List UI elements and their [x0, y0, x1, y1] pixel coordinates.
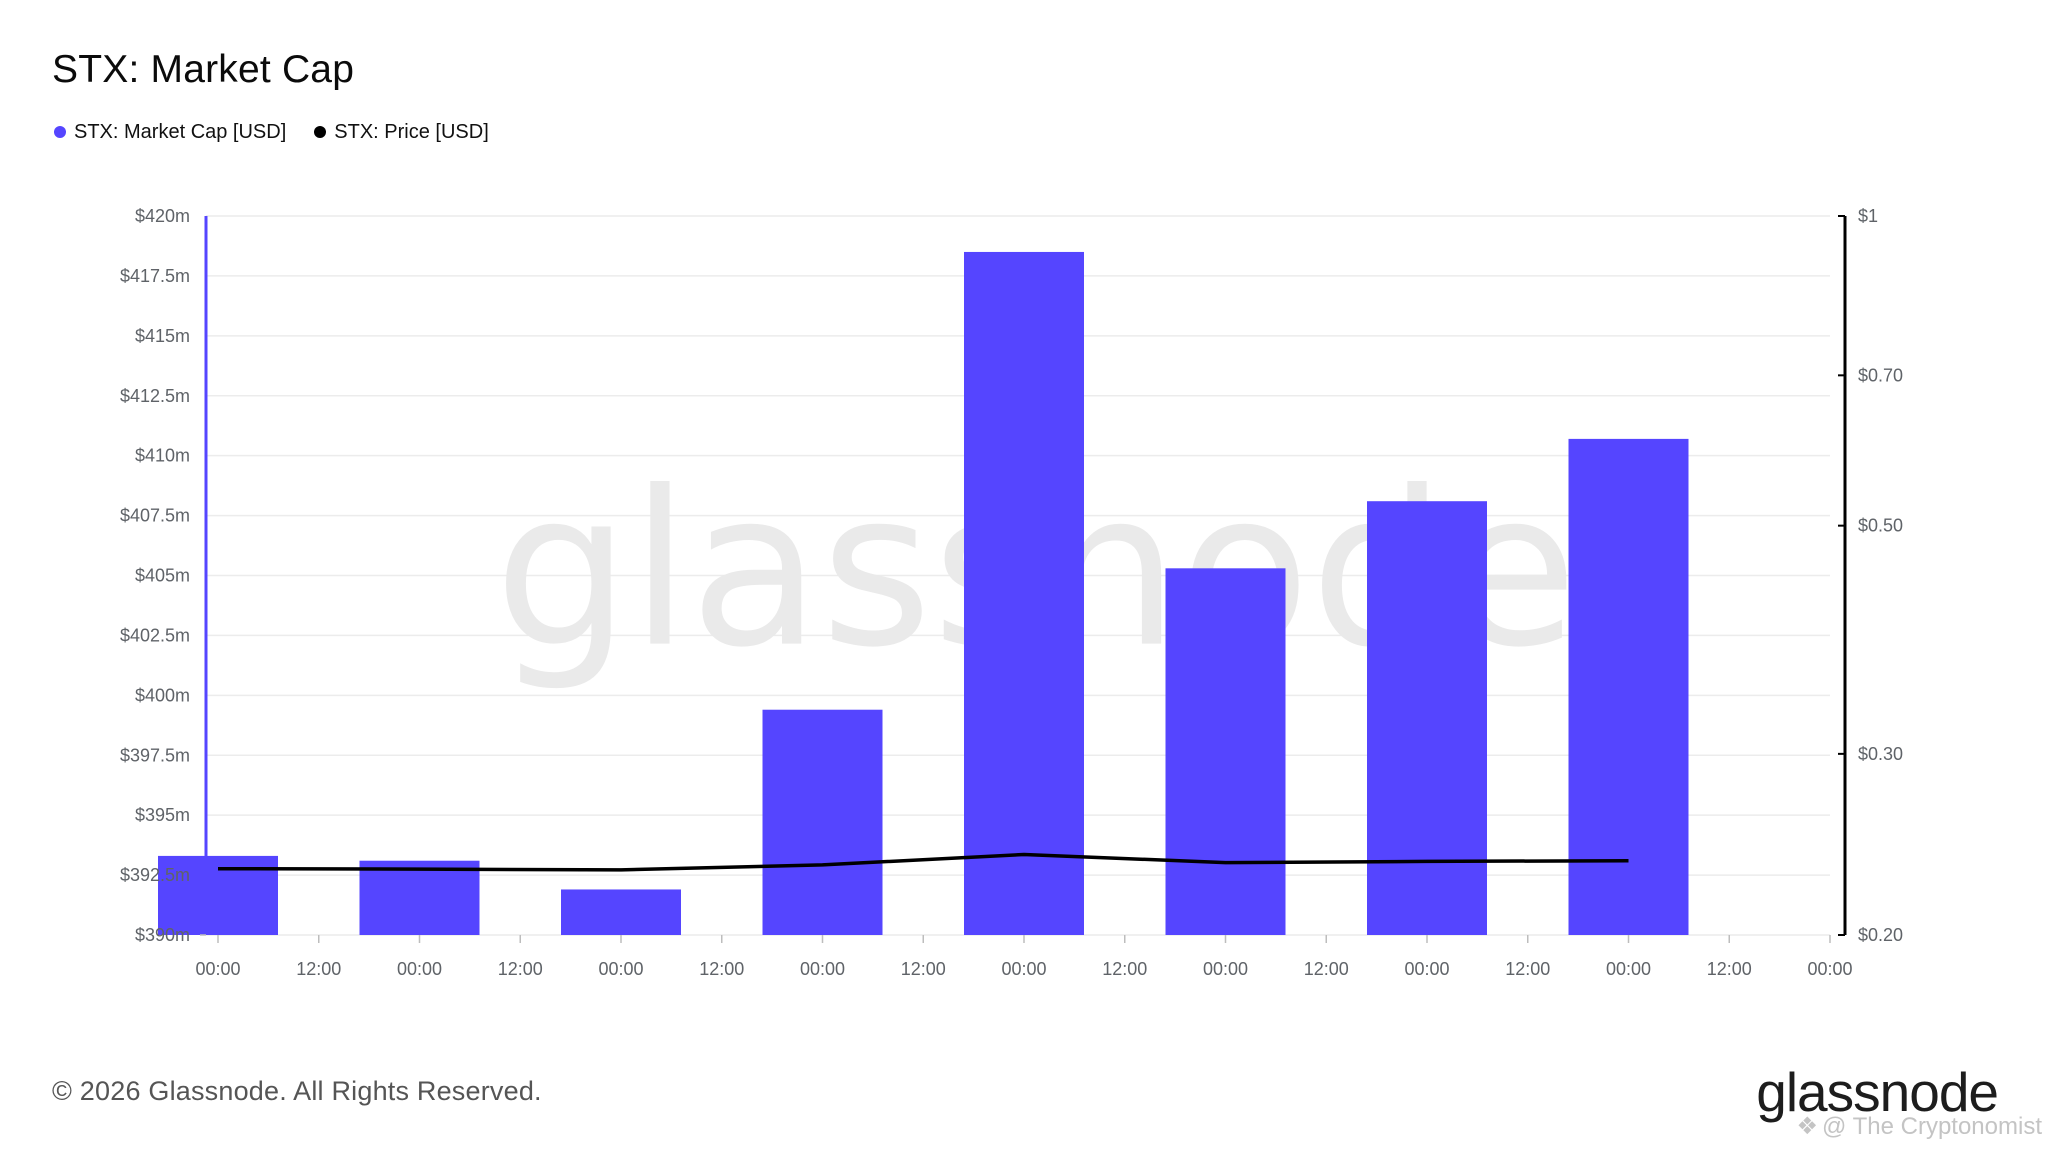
left-tick-label: $405m	[135, 566, 190, 586]
legend: STX: Market Cap [USD] STX: Price [USD]	[54, 118, 489, 146]
price-line-series	[217, 852, 1629, 872]
x-tick-label: 12:00	[498, 959, 543, 979]
legend-item-market-cap[interactable]: STX: Market Cap [USD]	[54, 121, 286, 144]
left-tick-label: $420m	[135, 206, 190, 226]
right-tick-label: $0.20	[1858, 925, 1903, 945]
right-tick-label: $0.30	[1858, 744, 1903, 764]
credit-watermark: ❖ @ The Cryptonomist	[1796, 1112, 2042, 1141]
right-tick-label: $0.50	[1858, 516, 1903, 536]
legend-label-price: STX: Price [USD]	[334, 120, 489, 143]
left-tick-label: $410m	[135, 446, 190, 466]
legend-item-price[interactable]: STX: Price [USD]	[314, 120, 489, 144]
left-tick-label: $392.5m	[120, 865, 190, 885]
x-tick-label: 00:00	[1404, 959, 1449, 979]
brand-logo: glassnode	[1756, 1061, 1999, 1123]
market-cap-bar[interactable]	[1165, 568, 1286, 935]
x-tick-label: 12:00	[296, 959, 341, 979]
x-tick-label: 12:00	[1505, 959, 1550, 979]
left-tick-label: $417.5m	[120, 266, 190, 286]
market-cap-bar[interactable]	[561, 889, 681, 935]
right-tick-label: $0.70	[1858, 365, 1903, 385]
x-tick-label: 12:00	[901, 959, 946, 979]
legend-label-market-cap: STX: Market Cap [USD]	[74, 120, 287, 143]
x-tick-label: 00:00	[598, 959, 643, 979]
left-axis-ticks: $390m $392.5m $395m $397.5m $400m $402.5m $405…	[120, 206, 190, 945]
credit-logo-icon: ❖	[1796, 1113, 1818, 1140]
left-tick-label: $395m	[135, 805, 190, 825]
x-tick-label: 00:00	[1807, 959, 1852, 979]
market-cap-bar[interactable]	[359, 860, 480, 935]
left-tick-label: $412.5m	[120, 386, 190, 406]
legend-dot-market-cap	[54, 126, 66, 138]
credit-text: @ The Cryptonomist	[1822, 1112, 2042, 1140]
right-axis-ticks: $0.20 $0.30 $0.50 $0.70 $1	[1838, 206, 1903, 945]
x-tick-label: 12:00	[1707, 959, 1752, 979]
x-tick-label: 00:00	[1001, 959, 1046, 979]
x-tick-label: 00:00	[1606, 959, 1651, 979]
left-tick-label: $415m	[135, 326, 190, 346]
x-tick-label: 00:00	[397, 959, 442, 979]
legend-dot-price	[314, 126, 327, 138]
market-cap-bar[interactable]	[762, 709, 883, 935]
left-tick-label: $390m	[135, 925, 190, 945]
market-cap-bar[interactable]	[1568, 438, 1689, 935]
left-tick-label: $407.5m	[120, 506, 190, 526]
left-tick-label: $402.5m	[120, 625, 190, 645]
x-tick-label: 12:00	[699, 959, 744, 979]
market-cap-bars	[158, 251, 1689, 935]
market-cap-bar[interactable]	[1367, 501, 1487, 935]
right-tick-label: $1	[1858, 206, 1878, 226]
x-tick-label: 12:00	[1102, 959, 1147, 979]
x-tick-label: 00:00	[800, 959, 845, 979]
x-tick-label: 12:00	[1304, 959, 1349, 979]
price-line[interactable]	[217, 852, 1629, 872]
x-tick-label: 00:00	[1203, 959, 1248, 979]
left-tick-label: $397.5m	[120, 745, 190, 765]
x-tick-label: 00:00	[195, 959, 240, 979]
axes	[200, 216, 1847, 936]
left-tick-label: $400m	[135, 685, 190, 705]
copyright-text: © 2026 Glassnode. All Rights Reserved.	[52, 1076, 542, 1106]
x-axis-ticks: 00:00 12:00 00:00 12:00 00:00 12:00 00:00 12:00…	[195, 935, 1853, 979]
market-cap-bar[interactable]	[964, 251, 1084, 935]
chart-title: STX: Market Cap	[52, 48, 355, 91]
